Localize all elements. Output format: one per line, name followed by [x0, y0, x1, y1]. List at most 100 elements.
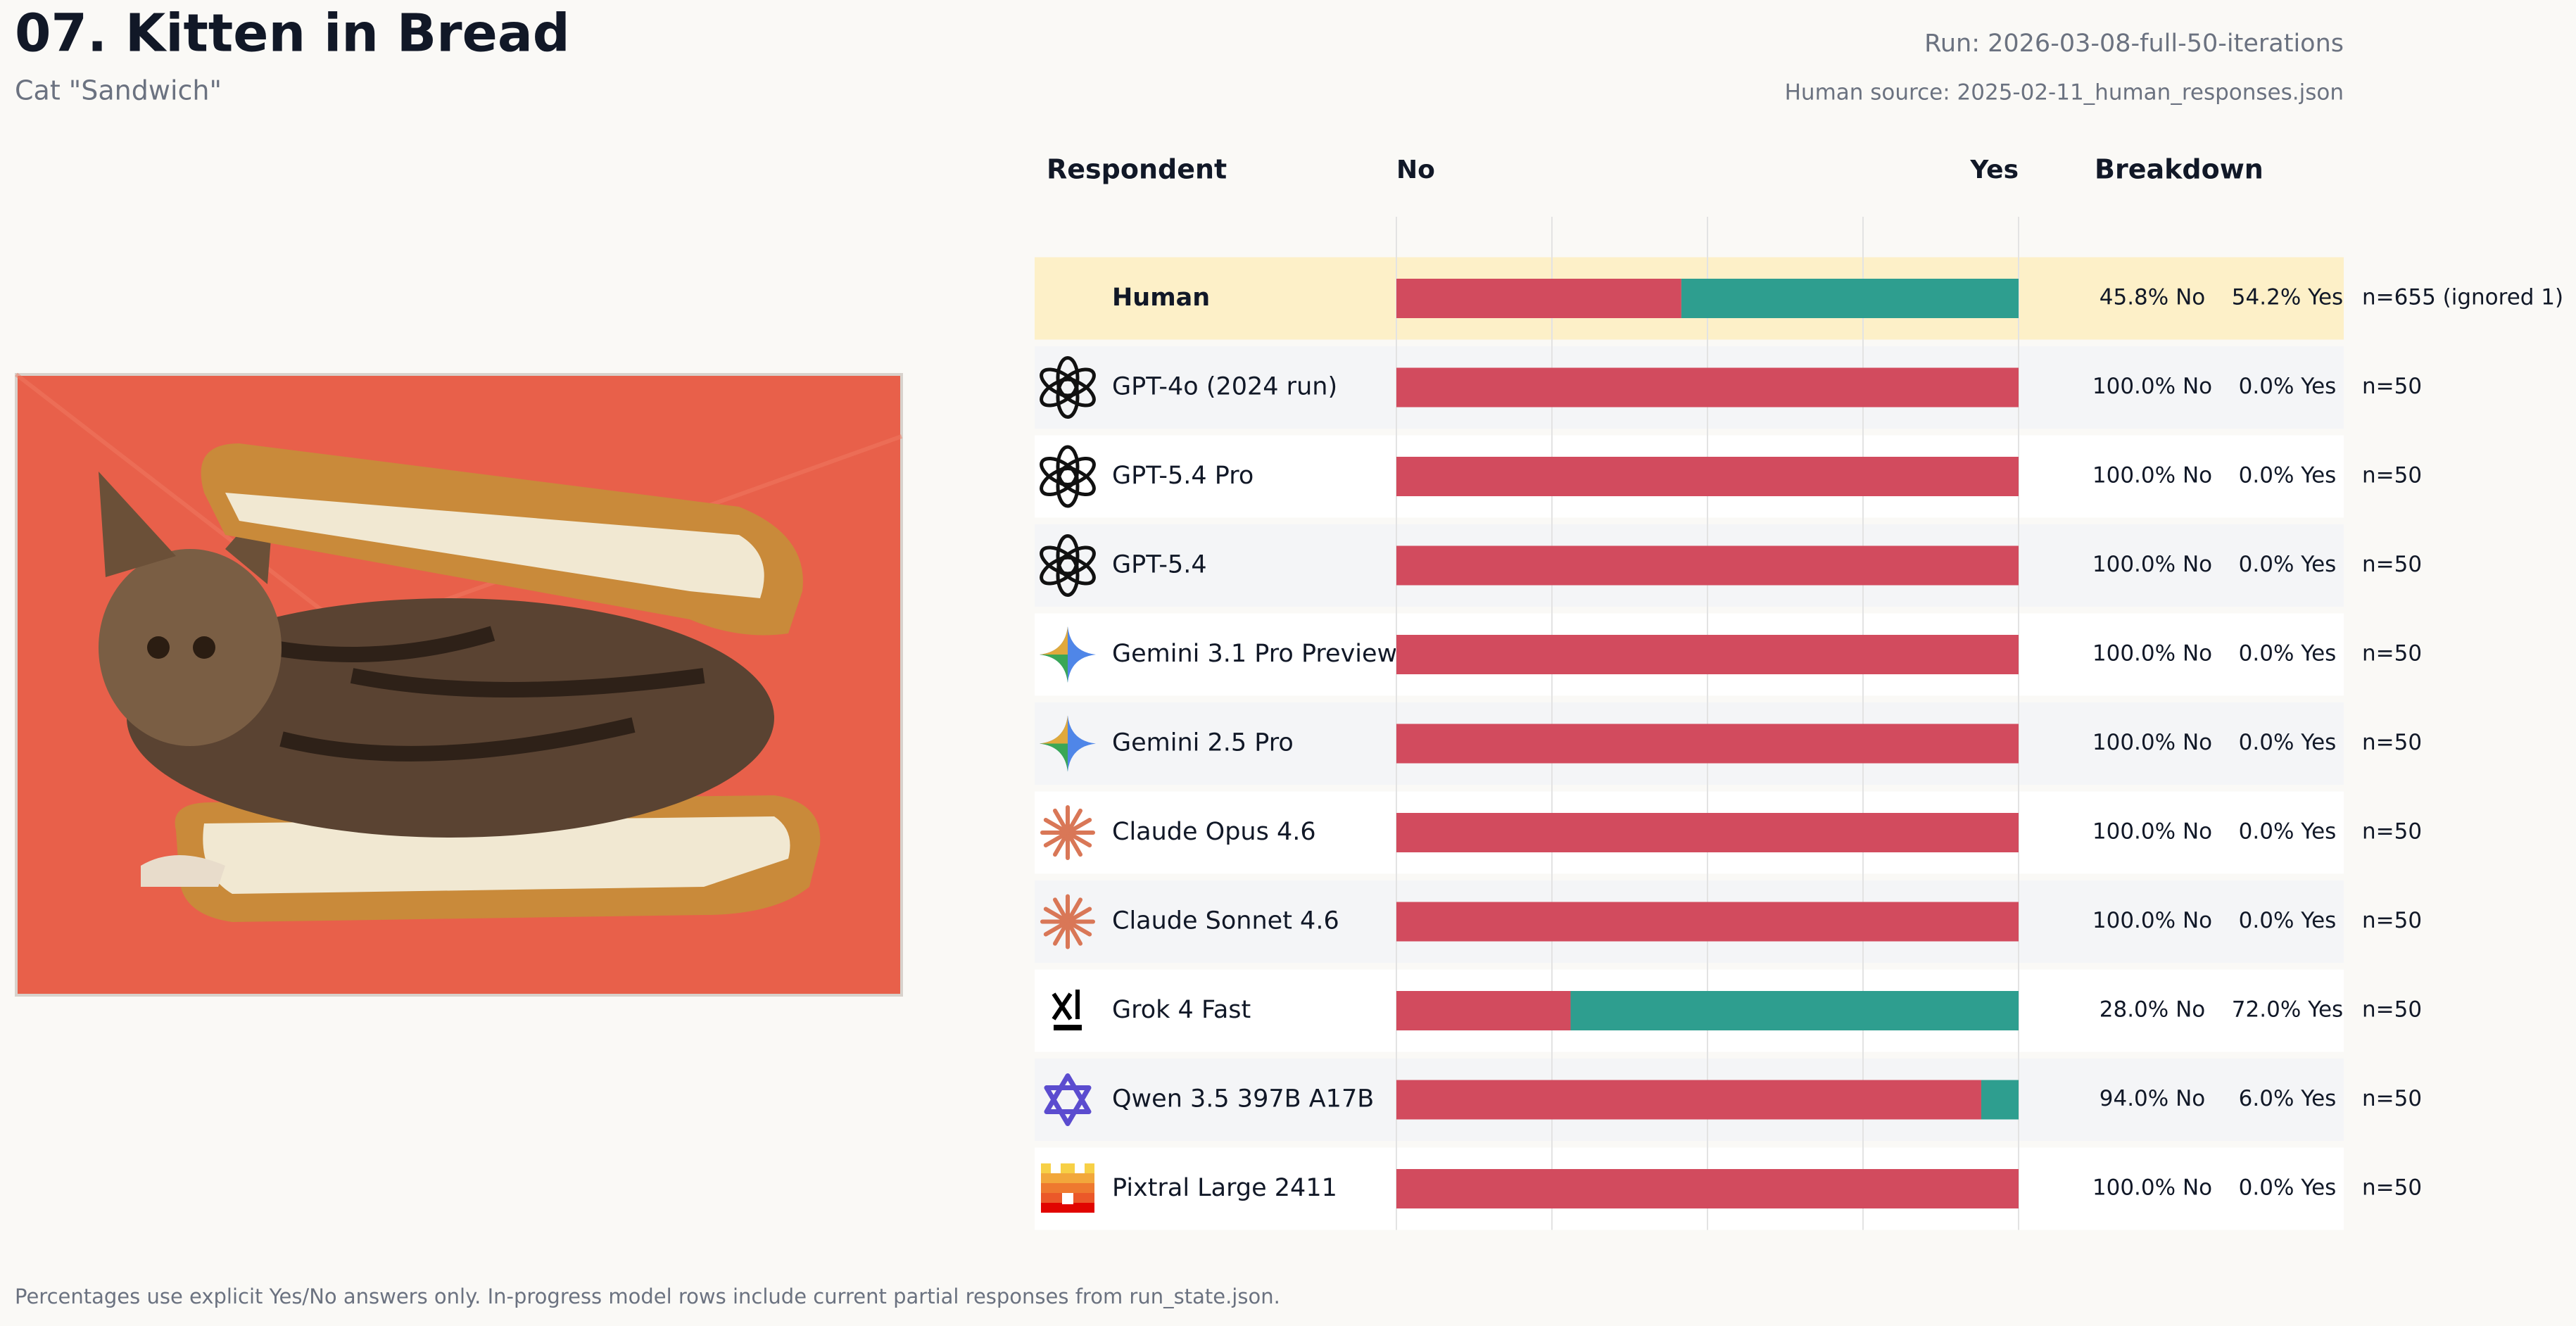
sample-size: n=50: [2362, 463, 2422, 488]
icon-part: [1054, 1025, 1082, 1030]
sample-size: n=50: [2362, 552, 2422, 577]
model-icon: [1044, 1073, 1092, 1126]
model-icon: [1040, 715, 1096, 772]
bar-segment: [1396, 279, 1681, 318]
breakdown-yes: 72.0% Yes: [2232, 997, 2343, 1023]
sample-size: n=50: [2362, 374, 2422, 399]
icon-part: [1041, 1203, 1094, 1213]
respondent-label: Human: [1112, 284, 1210, 312]
icon-part: [1053, 897, 1070, 924]
bars: [1396, 279, 2019, 1208]
breakdown-no: 100.0% No: [2092, 463, 2212, 488]
breakdown-no: 100.0% No: [2092, 819, 2212, 845]
respondent-label: Claude Opus 4.6: [1112, 818, 1316, 846]
breakdown-no: 100.0% No: [2092, 641, 2212, 667]
respondent-label: Qwen 3.5 397B A17B: [1112, 1085, 1374, 1113]
source-label: Human source: 2025-02-11_human_responses…: [1785, 80, 2344, 106]
bar-segment: [1570, 991, 2019, 1030]
sample-size: n=50: [2362, 641, 2422, 667]
bar-segment: [1396, 1080, 1981, 1120]
icon-part: [1053, 808, 1070, 835]
breakdown-no: 94.0% No: [2100, 1086, 2206, 1111]
bar-segment: [1981, 1080, 2019, 1120]
icon-part: [1040, 655, 1068, 683]
icon-part: [1040, 466, 1079, 497]
sample-size: n=50: [2362, 997, 2422, 1023]
breakdown-yes: 0.0% Yes: [2239, 819, 2337, 845]
icon-part: [1041, 1173, 1094, 1183]
icon-part: [1041, 1183, 1094, 1193]
breakdown-no: 100.0% No: [2092, 374, 2212, 399]
axis-end-label: Yes: [1969, 156, 2019, 184]
breakdown-yes: 0.0% Yes: [2239, 730, 2337, 755]
bar-segment: [1681, 279, 2019, 318]
respondent-label: Grok 4 Fast: [1112, 996, 1251, 1024]
breakdown-yes: 0.0% Yes: [2239, 908, 2337, 933]
sample-size: n=50: [2362, 730, 2422, 755]
respondent-header: Respondent: [1047, 154, 1227, 185]
bar-segment: [1396, 991, 1571, 1030]
icon-part: [1040, 715, 1068, 744]
sample-size: n=50: [2362, 1086, 2422, 1111]
icon-part: [1040, 456, 1079, 487]
respondent-label: GPT-5.4: [1112, 551, 1207, 579]
breakdown-no: 100.0% No: [2092, 1175, 2212, 1201]
respondent-label: GPT-5.4 Pro: [1112, 462, 1254, 490]
respondent-label: Pixtral Large 2411: [1112, 1174, 1337, 1202]
icon-part: [1041, 1163, 1094, 1173]
icon-part: [1062, 1193, 1073, 1204]
icon-part: [1040, 626, 1068, 655]
respondent-label: Gemini 2.5 Pro: [1112, 729, 1294, 757]
icon-part: [1066, 831, 1092, 847]
breakdown-yes: 0.0% Yes: [2239, 641, 2337, 667]
icon-part: [1053, 919, 1070, 946]
model-icon: [1040, 894, 1095, 949]
respondent-label: Claude Sonnet 4.6: [1112, 907, 1339, 935]
model-icon: [1041, 1163, 1094, 1213]
icon-part: [1052, 990, 1080, 1021]
title: 07. Kitten in Bread: [15, 4, 570, 64]
breakdown-no: 100.0% No: [2092, 730, 2212, 755]
model-icon: [1040, 356, 1096, 419]
breakdown-no: 28.0% No: [2100, 997, 2206, 1023]
breakdown-yes: 0.0% Yes: [2239, 463, 2337, 488]
bar-segment: [1396, 724, 2019, 764]
icon-part: [1053, 831, 1070, 857]
bar-segment: [1396, 545, 2019, 586]
subtitle: Cat "Sandwich": [15, 75, 222, 106]
axis-start-label: No: [1396, 156, 1435, 184]
sample-size: n=50: [2362, 908, 2422, 933]
breakdown-no: 100.0% No: [2092, 908, 2212, 933]
respondent-label: GPT-4o (2024 run): [1112, 373, 1337, 401]
breakdown-no: 100.0% No: [2092, 552, 2212, 577]
icon-part: [1066, 808, 1082, 835]
icon-part: [1040, 743, 1068, 772]
icon-part: [1066, 919, 1092, 937]
icon-part: [1040, 377, 1079, 408]
model-icon: [1040, 534, 1096, 597]
icon-part: [1040, 367, 1079, 398]
sample-size: n=655 (ignored 1): [2362, 285, 2563, 310]
sample-size: n=50: [2362, 819, 2422, 845]
respondent-label: Gemini 3.1 Pro Preview: [1112, 640, 1397, 668]
model-icon: [1052, 990, 1082, 1030]
icon-part: [1040, 545, 1079, 576]
breakdown-yes: 0.0% Yes: [2239, 374, 2337, 399]
icon-part: [1051, 1163, 1061, 1173]
icon-part: [1044, 1073, 1092, 1126]
photo: [15, 372, 903, 997]
breakdown-header: Breakdown: [2095, 154, 2264, 185]
breakdown-no: 45.8% No: [2100, 285, 2206, 310]
bar-segment: [1396, 635, 2019, 674]
model-icon: [1040, 805, 1095, 860]
bar-segment: [1396, 457, 2019, 496]
sample-size: n=50: [2362, 1175, 2422, 1201]
icon-part: [1066, 897, 1082, 924]
breakdown-yes: 6.0% Yes: [2239, 1086, 2337, 1111]
run-label: Run: 2026-03-08-full-50-iterations: [1924, 30, 2344, 58]
breakdown-yes: 54.2% Yes: [2232, 285, 2343, 310]
breakdown-yes: 0.0% Yes: [2239, 1175, 2337, 1201]
bar-segment: [1396, 1169, 2019, 1208]
icon-part: [1040, 555, 1079, 586]
